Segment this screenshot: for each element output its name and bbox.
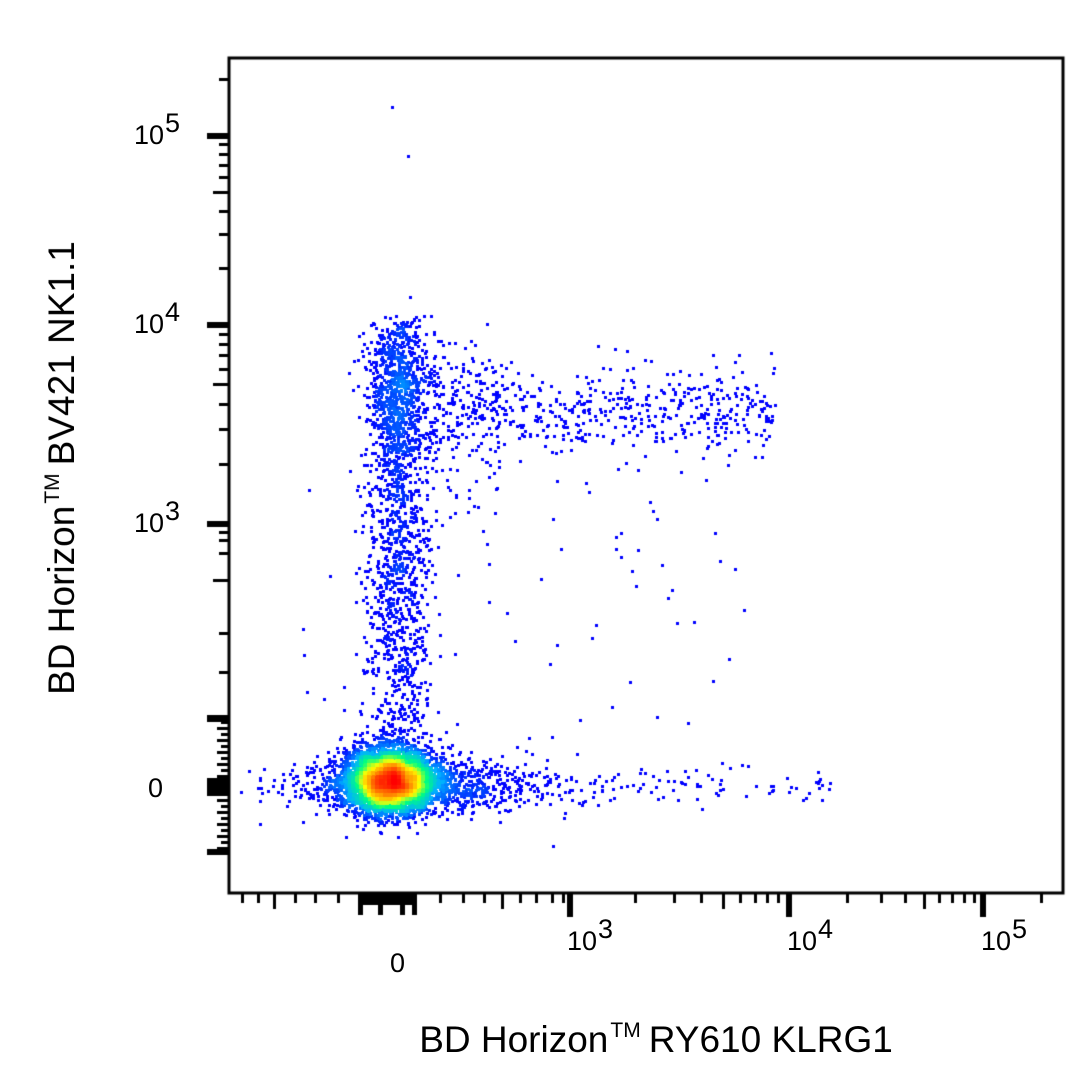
- y-axis-label-suffix: BV421 NK1.1: [41, 241, 82, 466]
- x-axis-label-prefix: BD Horizon: [419, 1019, 609, 1060]
- x-tick-label-e3: 103: [567, 914, 614, 956]
- x-axis-label-suffix: RY610 KLRG1: [648, 1019, 893, 1060]
- x-axis-label: BD HorizonTM RY610 KLRG1: [419, 1019, 893, 1061]
- trademark-symbol: TM: [610, 1019, 641, 1042]
- y-axis-label-prefix: BD Horizon: [41, 505, 82, 695]
- x-tick-label-e5: 105: [981, 914, 1028, 956]
- x-tick-label-zero: 0: [390, 948, 406, 978]
- y-tick-label-zero: 0: [148, 773, 164, 803]
- y-tick-label-e4: 104: [134, 297, 181, 339]
- y-tick-label-e5: 105: [134, 108, 181, 150]
- y-tick-label-e3: 103: [134, 496, 181, 538]
- y-axis-label: BD HorizonTM BV421 NK1.1: [41, 241, 83, 695]
- x-tick-label-e4: 104: [787, 914, 834, 956]
- trademark-symbol: TM: [41, 473, 64, 504]
